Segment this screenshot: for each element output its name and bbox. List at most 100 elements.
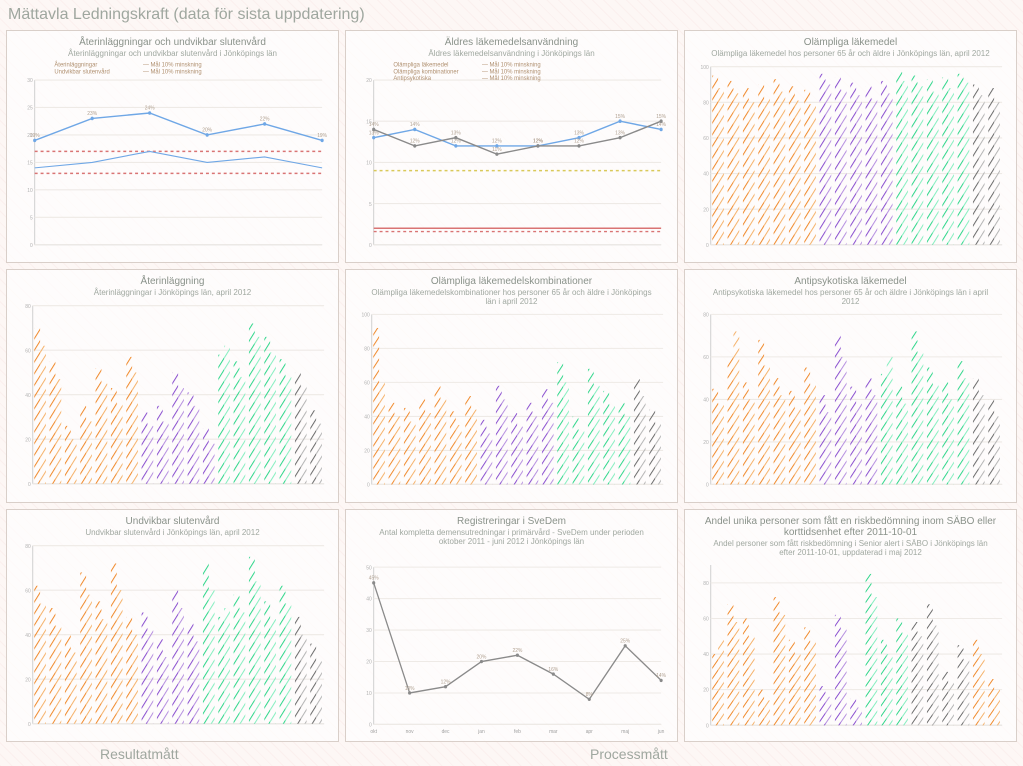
svg-text:15%: 15% [615, 114, 625, 120]
svg-text:— Mål 10% minskning: — Mål 10% minskning [143, 67, 202, 75]
svg-text:24%: 24% [145, 105, 155, 111]
svg-text:0: 0 [369, 243, 372, 249]
svg-text:80: 80 [25, 304, 31, 310]
svg-text:40: 40 [25, 393, 31, 399]
panel-p5: Olämpliga läkemedelskombinationerOlämpli… [345, 269, 678, 502]
page-title: Mättavla Ledningskraft (data för sista u… [8, 6, 365, 24]
panel-subtitle: Antipsykotiska läkemedel hos personer 65… [709, 288, 993, 306]
panel-title: Registreringar i SveDem [457, 516, 566, 527]
panel-title: Återinläggningar och undvikbar slutenvår… [79, 37, 266, 48]
svg-text:50: 50 [366, 565, 372, 571]
svg-text:0: 0 [706, 723, 709, 729]
svg-text:19%: 19% [30, 133, 40, 139]
svg-text:13%: 13% [615, 130, 625, 136]
svg-text:10: 10 [366, 160, 372, 166]
svg-text:13%: 13% [574, 130, 584, 136]
panel-p2: Äldres läkemedelsanvändningÄldres läkeme… [345, 30, 678, 263]
svg-text:5: 5 [30, 215, 33, 221]
panel-p9: Andel unika personer som fått en riskbed… [684, 509, 1017, 742]
svg-text:20: 20 [366, 78, 372, 84]
svg-text:80: 80 [25, 543, 31, 549]
svg-text:45%: 45% [369, 575, 379, 581]
panel-p4: ÅterinläggningÅterinläggningar i Jönköpi… [6, 269, 339, 502]
panel-title: Olämpliga läkemedel [804, 37, 897, 48]
svg-text:10%: 10% [405, 685, 415, 691]
svg-text:15: 15 [27, 160, 33, 166]
svg-text:jan: jan [477, 728, 485, 734]
footer-left: Resultatmått [100, 746, 179, 762]
footer-right: Processmått [590, 746, 668, 762]
svg-text:10: 10 [27, 188, 33, 194]
svg-text:60: 60 [703, 616, 709, 622]
svg-text:60: 60 [703, 355, 709, 361]
svg-text:22%: 22% [512, 648, 522, 654]
svg-text:0: 0 [706, 243, 709, 249]
svg-text:0: 0 [30, 243, 33, 249]
svg-text:— Mål 10% minskning: — Mål 10% minskning [482, 74, 541, 82]
svg-text:80: 80 [703, 313, 709, 319]
svg-text:10: 10 [366, 691, 372, 697]
panel-subtitle: Äldres läkemedelsanvändning i Jönköpings… [428, 49, 594, 58]
svg-text:dec: dec [442, 728, 450, 734]
svg-text:23%: 23% [87, 111, 97, 117]
svg-text:60: 60 [25, 588, 31, 594]
svg-text:Undvikbar slutenvård: Undvikbar slutenvård [54, 67, 110, 75]
svg-text:20: 20 [364, 449, 370, 455]
svg-text:12%: 12% [533, 138, 543, 144]
svg-text:25%: 25% [620, 638, 630, 644]
svg-text:14%: 14% [656, 673, 666, 679]
svg-text:14%: 14% [410, 122, 420, 128]
svg-text:0: 0 [28, 482, 31, 488]
chart-area: 020406080 [693, 308, 1008, 499]
svg-text:30: 30 [366, 628, 372, 634]
svg-text:0: 0 [28, 721, 31, 727]
svg-text:5: 5 [369, 202, 372, 208]
svg-text:60: 60 [703, 136, 709, 142]
svg-text:0: 0 [369, 722, 372, 728]
svg-text:30: 30 [27, 78, 33, 84]
svg-text:20: 20 [703, 687, 709, 693]
svg-text:19%: 19% [317, 133, 327, 139]
svg-text:20: 20 [703, 207, 709, 213]
panel-p7: Undvikbar slutenvårdUndvikbar slutenvård… [6, 509, 339, 742]
svg-text:jun: jun [657, 728, 665, 734]
svg-text:22%: 22% [260, 116, 270, 122]
svg-text:40: 40 [703, 398, 709, 404]
panel-p1: Återinläggningar och undvikbar slutenvår… [6, 30, 339, 263]
panel-subtitle: Olämpliga läkemedel hos personer 65 år o… [711, 49, 989, 58]
svg-text:40: 40 [25, 632, 31, 638]
svg-text:40: 40 [366, 596, 372, 602]
svg-text:0: 0 [706, 483, 709, 489]
svg-text:40: 40 [364, 415, 370, 421]
svg-text:100: 100 [362, 313, 370, 319]
chart-area: 020406080 [15, 299, 330, 499]
panel-subtitle: Antal kompletta demensutredningar i prim… [370, 528, 654, 546]
svg-text:14%: 14% [369, 122, 379, 128]
svg-text:40: 40 [703, 172, 709, 178]
chart-area: 05101520253019%23%24%20%22%19%Återinlägg… [15, 60, 330, 260]
svg-text:12%: 12% [492, 138, 502, 144]
svg-text:20%: 20% [202, 127, 212, 133]
panel-title: Undvikbar slutenvård [126, 516, 220, 527]
svg-text:60: 60 [25, 349, 31, 355]
svg-text:0: 0 [367, 483, 370, 489]
svg-text:12%: 12% [410, 138, 420, 144]
svg-text:80: 80 [364, 347, 370, 353]
svg-text:80: 80 [703, 100, 709, 106]
svg-text:okt: okt [370, 728, 377, 734]
svg-text:20: 20 [366, 659, 372, 665]
chart-grid: Återinläggningar och undvikbar slutenvår… [6, 30, 1017, 742]
panel-title: Äldres läkemedelsanvändning [445, 37, 578, 48]
panel-title: Antipsykotiska läkemedel [794, 276, 906, 287]
panel-title: Andel unika personer som fått en riskbed… [693, 516, 1008, 538]
panel-p3: Olämpliga läkemedelOlämpliga läkemedel h… [684, 30, 1017, 263]
svg-text:100: 100 [701, 65, 709, 71]
svg-text:12%: 12% [441, 679, 451, 685]
panel-title: Olämpliga läkemedelskombinationer [431, 276, 592, 287]
svg-text:13%: 13% [451, 130, 461, 136]
svg-text:Antipsykotiska: Antipsykotiska [393, 75, 431, 82]
svg-text:25: 25 [27, 105, 33, 111]
svg-text:8%: 8% [586, 692, 594, 698]
chart-area: 020406080 [693, 559, 1008, 739]
panel-p6: Antipsykotiska läkemedelAntipsykotiska l… [684, 269, 1017, 502]
